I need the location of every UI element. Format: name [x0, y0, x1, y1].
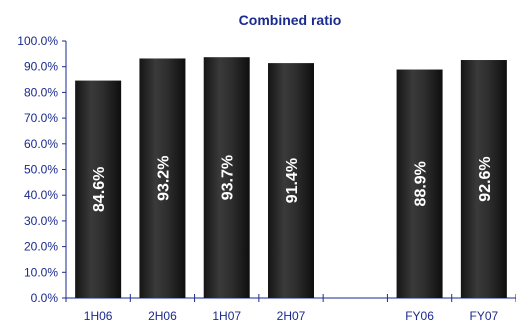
bar [75, 80, 122, 298]
data-label: 84.6% [91, 167, 108, 212]
y-tick-label: 70.0% [24, 111, 58, 125]
chart-title: Combined ratio [239, 12, 342, 28]
x-tick-label: 2H06 [148, 309, 177, 323]
data-label: 92.6% [477, 156, 494, 201]
bar [139, 58, 186, 299]
bar [460, 60, 507, 298]
x-tick-label: 2H07 [277, 309, 306, 323]
bar [268, 63, 314, 298]
x-tick-label: FY07 [470, 309, 499, 323]
bar [396, 69, 443, 298]
x-tick-label: 1H07 [212, 309, 241, 323]
x-tick-label: FY06 [405, 309, 434, 323]
data-label: 93.7% [220, 155, 237, 200]
y-tick-label: 50.0% [24, 163, 58, 177]
y-tick-label: 80.0% [24, 85, 58, 99]
tick-labels: 0.0% 10.0% 20.0% 30.0% 40.0% 50.0% 60.0% 70.0% 8… [17, 34, 498, 323]
data-label: 88.9% [413, 161, 430, 206]
y-tick-label: 10.0% [24, 265, 58, 279]
data-label: 91.4% [284, 158, 301, 203]
data-label: 93.2% [155, 156, 172, 201]
x-tick-label: 1H06 [84, 309, 113, 323]
y-tick-label: 60.0% [24, 137, 58, 151]
y-tick-label: 30.0% [24, 214, 58, 228]
y-tick-label: 20.0% [24, 240, 58, 254]
bar [203, 57, 250, 299]
y-tick-label: 100.0% [17, 34, 58, 48]
y-tick-label: 40.0% [24, 188, 58, 202]
y-tick-label: 0.0% [31, 291, 59, 305]
bars [75, 57, 507, 299]
y-tick-label: 90.0% [24, 60, 58, 74]
